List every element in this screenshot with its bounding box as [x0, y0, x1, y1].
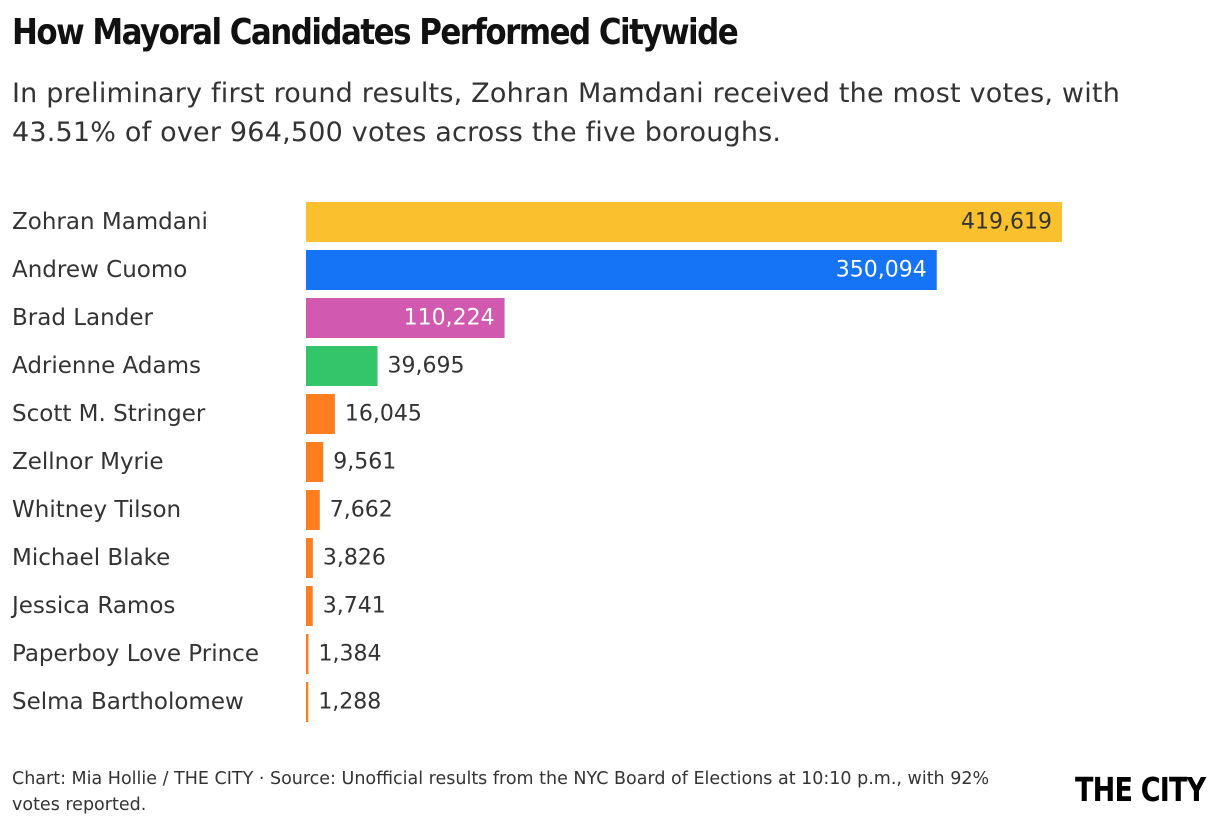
- value-label: 7,662: [330, 498, 393, 523]
- bar: [306, 394, 335, 434]
- the-city-logo: THE CITY: [1075, 770, 1206, 809]
- bar: [306, 298, 505, 338]
- value-label: 16,045: [345, 402, 422, 427]
- category-label: Michael Blake: [12, 545, 170, 571]
- category-label: Zohran Mamdani: [12, 209, 208, 235]
- category-label: Scott M. Stringer: [12, 401, 206, 427]
- value-label: 110,224: [404, 306, 495, 331]
- value-label: 1,288: [318, 690, 381, 715]
- category-label: Zellnor Myrie: [12, 449, 164, 475]
- category-label: Selma Bartholomew: [12, 689, 244, 715]
- bar-chart: Zohran Mamdani 419,619 Andrew Cuomo 350,094…: [10, 202, 1062, 722]
- category-label: Paperboy Love Prince: [12, 641, 259, 667]
- bar: [306, 202, 1062, 242]
- value-label: 3,826: [323, 546, 386, 571]
- category-label: Whitney Tilson: [12, 497, 181, 523]
- bar: [306, 346, 378, 386]
- category-label: Brad Lander: [12, 305, 153, 331]
- value-label: 9,561: [333, 450, 396, 475]
- chart-title: How Mayoral Candidates Performed Citywid…: [12, 12, 739, 53]
- category-label: Jessica Ramos: [10, 593, 175, 619]
- value-label: 39,695: [388, 354, 465, 379]
- value-label: 1,384: [318, 642, 381, 667]
- bar: [306, 634, 309, 674]
- value-label: 3,741: [323, 594, 386, 619]
- category-label: Adrienne Adams: [12, 353, 201, 379]
- bar: [306, 250, 937, 290]
- chart-credit-source: Chart: Mia Hollie / THE CITY · Source: U…: [12, 769, 990, 815]
- bar: [306, 538, 313, 578]
- chart-subtitle: In preliminary first round results, Zohr…: [12, 78, 1121, 148]
- bar: [306, 682, 309, 722]
- category-label: Andrew Cuomo: [12, 257, 187, 283]
- bar: [306, 490, 320, 530]
- value-label: 419,619: [961, 210, 1052, 235]
- bar: [306, 586, 313, 626]
- bar: [306, 442, 324, 482]
- value-label: 350,094: [836, 258, 927, 283]
